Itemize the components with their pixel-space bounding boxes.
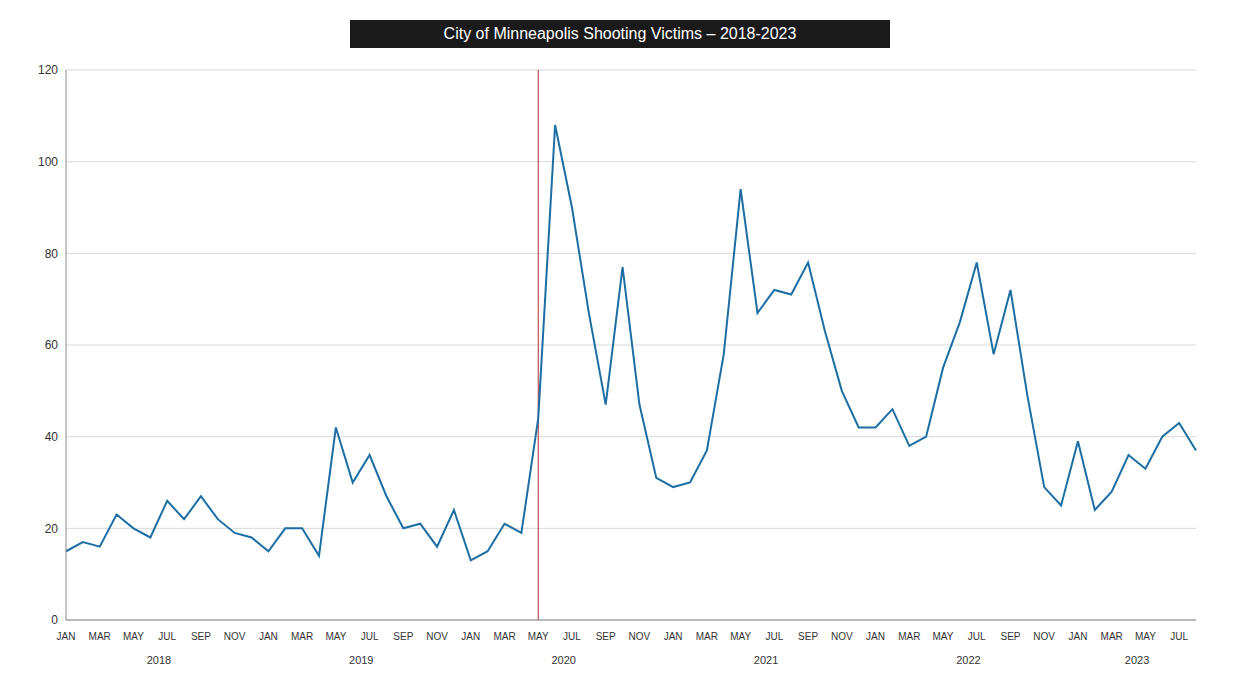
svg-text:60: 60: [45, 338, 59, 352]
svg-text:MAY: MAY: [528, 631, 549, 642]
svg-text:JAN: JAN: [259, 631, 278, 642]
svg-text:40: 40: [45, 430, 59, 444]
svg-text:NOV: NOV: [1033, 631, 1055, 642]
svg-text:SEP: SEP: [596, 631, 616, 642]
svg-text:MAR: MAR: [1101, 631, 1123, 642]
svg-text:2022: 2022: [956, 654, 980, 666]
svg-text:JAN: JAN: [461, 631, 480, 642]
svg-text:SEP: SEP: [191, 631, 211, 642]
svg-text:MAR: MAR: [291, 631, 313, 642]
svg-text:JUL: JUL: [361, 631, 379, 642]
svg-text:2021: 2021: [754, 654, 778, 666]
svg-text:80: 80: [45, 247, 59, 261]
svg-text:JUL: JUL: [158, 631, 176, 642]
svg-text:JAN: JAN: [57, 631, 76, 642]
svg-text:SEP: SEP: [1000, 631, 1020, 642]
svg-text:MAY: MAY: [123, 631, 144, 642]
svg-text:MAR: MAR: [89, 631, 111, 642]
svg-text:JAN: JAN: [664, 631, 683, 642]
svg-text:NOV: NOV: [629, 631, 651, 642]
svg-text:JAN: JAN: [866, 631, 885, 642]
svg-text:2020: 2020: [551, 654, 575, 666]
svg-text:NOV: NOV: [426, 631, 448, 642]
svg-text:JAN: JAN: [1068, 631, 1087, 642]
svg-text:MAY: MAY: [1135, 631, 1156, 642]
svg-text:MAY: MAY: [325, 631, 346, 642]
svg-text:MAR: MAR: [696, 631, 718, 642]
svg-text:100: 100: [38, 155, 58, 169]
html-text:City of Minneapolis Shooting V: City of Minneapolis Shooting Victims – 2…: [443, 25, 797, 42]
svg-text:20: 20: [45, 522, 59, 536]
svg-text:MAY: MAY: [933, 631, 954, 642]
svg-text:JUL: JUL: [1170, 631, 1188, 642]
svg-text:JUL: JUL: [765, 631, 783, 642]
svg-text:0: 0: [51, 613, 58, 627]
svg-text:SEP: SEP: [393, 631, 413, 642]
svg-text:MAY: MAY: [730, 631, 751, 642]
svg-text:JUL: JUL: [563, 631, 581, 642]
svg-text:2023: 2023: [1125, 654, 1149, 666]
svg-text:NOV: NOV: [831, 631, 853, 642]
svg-text:SEP: SEP: [798, 631, 818, 642]
svg-text:2018: 2018: [147, 654, 171, 666]
svg-text:JUL: JUL: [968, 631, 986, 642]
svg-text:2019: 2019: [349, 654, 373, 666]
svg-text:NOV: NOV: [224, 631, 246, 642]
svg-text:MAR: MAR: [493, 631, 515, 642]
svg-text:120: 120: [38, 63, 58, 77]
svg-text:MAR: MAR: [898, 631, 920, 642]
